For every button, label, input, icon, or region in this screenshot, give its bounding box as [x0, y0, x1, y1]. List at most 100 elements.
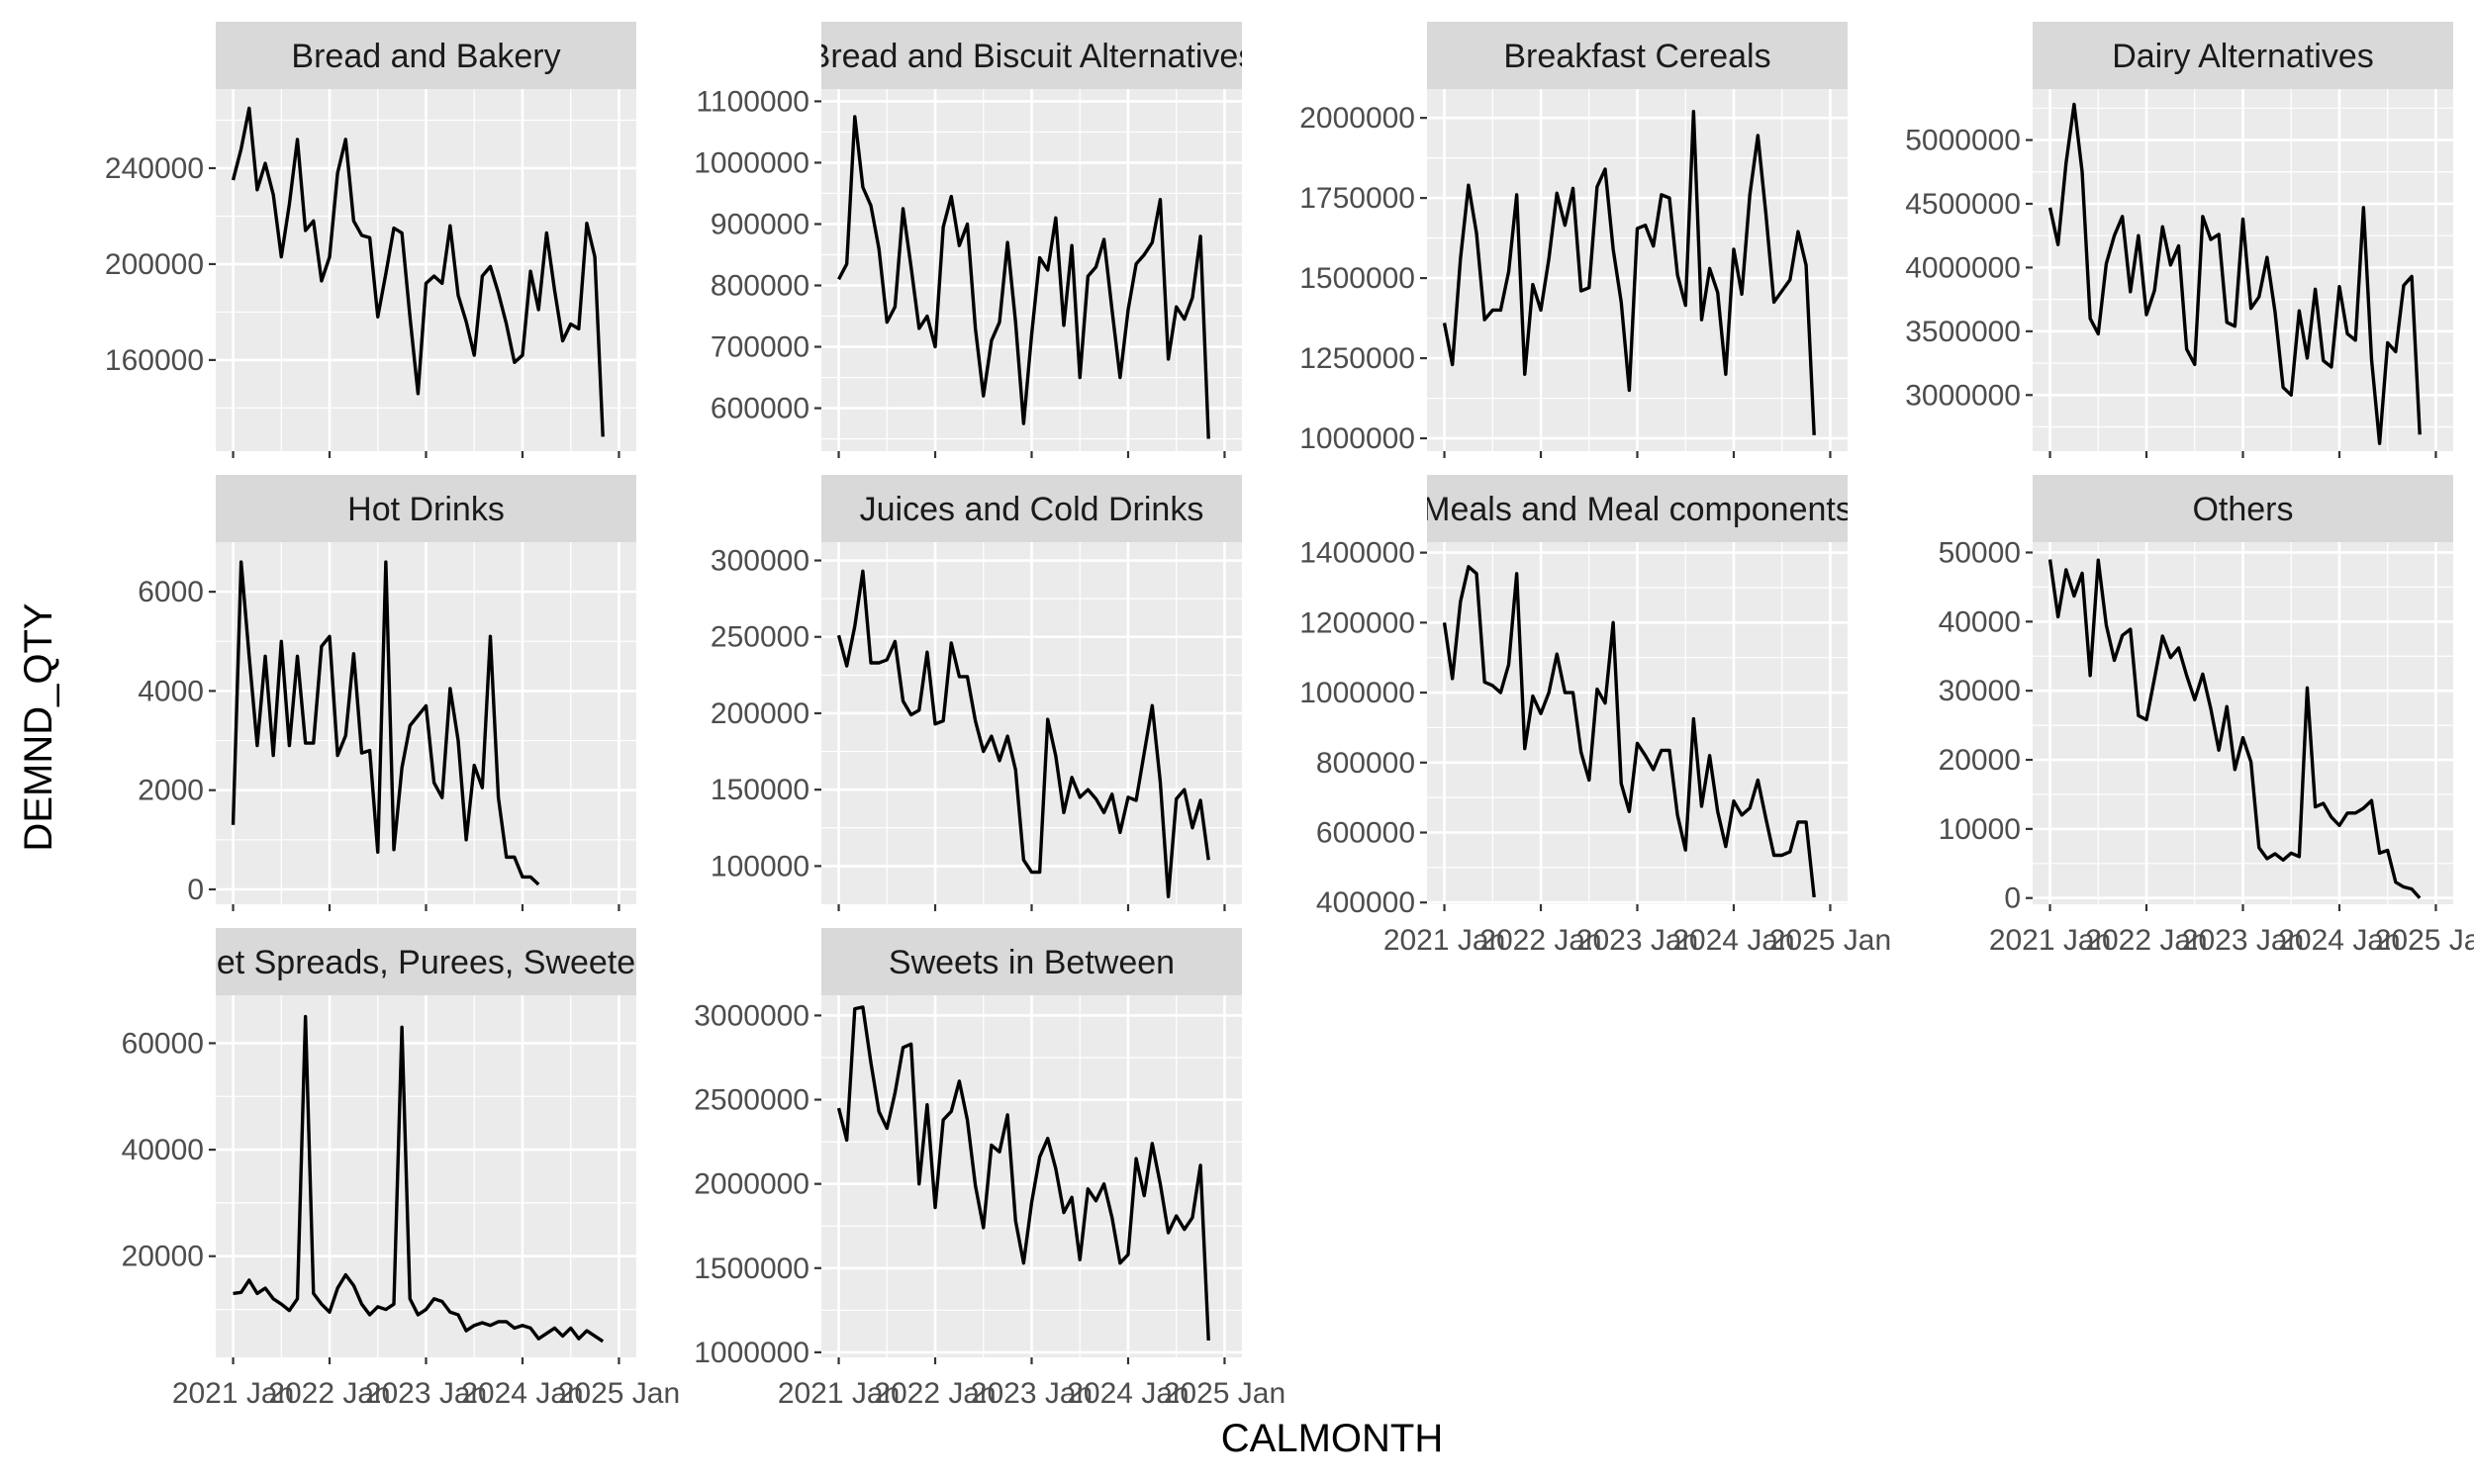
- y-tick-label: 40000: [122, 1134, 204, 1166]
- series-line: [231, 106, 605, 437]
- y-tick-label: 5000000: [1905, 125, 2021, 157]
- facet-strip: [2033, 22, 2453, 89]
- facet-strip: [821, 928, 1242, 995]
- facet-strip: [2033, 475, 2453, 542]
- x-tick-label: 2024 Jan: [461, 1377, 583, 1410]
- panel-meals-and-meal-components: Meals and Meal components 400000 600000 800…: [1299, 475, 1891, 957]
- panel-bread-and-biscuit-alternatives: Bread and Biscuit Alternatives 600000 7000…: [694, 22, 1242, 458]
- y-tick-label: 1100000: [696, 85, 809, 118]
- y-tick-label: 1000000: [694, 1337, 809, 1369]
- y-tick-label: 250000: [711, 621, 809, 654]
- y-tick-label: 20000: [1939, 744, 2021, 777]
- x-tick-label: 2022 Jan: [268, 1377, 390, 1410]
- x-axis-title: CALMONTH: [1221, 1417, 1443, 1460]
- facet-title: Others: [2192, 491, 2293, 528]
- series-line: [231, 560, 540, 886]
- y-tick-label: 2000000: [694, 1168, 809, 1201]
- x-tick-label: 2021 Jan: [1989, 924, 2111, 957]
- facet-title: Bread and Bakery: [291, 38, 560, 75]
- facet-title: Meals and Meal components: [1422, 491, 1853, 528]
- panel-breakfast-cereals: Breakfast Cereals 1000000 1250000 1500000 17…: [1299, 22, 1848, 458]
- panel-sweet-spreads-purees-sweeteners: Sweet Spreads, Purees, Sweeteners 20000 40…: [122, 928, 702, 1410]
- panel-juices-and-cold-drinks: Juices and Cold Drinks 100000 150000 200000…: [711, 475, 1242, 911]
- y-tick-label: 3000000: [1905, 379, 2021, 412]
- x-tick-label: 2021 Jan: [172, 1377, 294, 1410]
- y-tick-label: 1250000: [1299, 342, 1415, 375]
- y-tick-label: 400000: [1316, 886, 1415, 919]
- y-tick-label: 2000: [138, 775, 204, 807]
- series-line: [837, 115, 1210, 439]
- y-tick-label: 150000: [711, 774, 809, 806]
- facet-title: Dairy Alternatives: [2112, 38, 2374, 75]
- y-tick-label: 1000000: [1299, 422, 1415, 455]
- facet-strip: [821, 22, 1242, 89]
- y-tick-label: 50000: [1939, 536, 2021, 569]
- x-tick-label: 2021 Jan: [778, 1377, 900, 1410]
- x-tick-label: 2024 Jan: [1672, 924, 1794, 957]
- panel-hot-drinks: Hot Drinks 0 2000 4000 6000: [138, 475, 636, 911]
- x-tick-label: 2022 Jan: [2085, 924, 2207, 957]
- panel-dairy-alternatives: Dairy Alternatives 3000000 3500000 4000000 4…: [1905, 22, 2453, 458]
- y-tick-label: 1400000: [1299, 537, 1415, 570]
- x-tick-label: 2025 Jan: [2375, 924, 2474, 957]
- facet-strip: [821, 475, 1242, 542]
- y-tick-label: 4000: [138, 675, 204, 707]
- facet-strip: [216, 22, 636, 89]
- facet-strip: [1427, 475, 1848, 542]
- panel-sweets-in-between: Sweets in Between 1000000 1500000 2000000 25…: [694, 928, 1285, 1410]
- y-tick-label: 1000000: [1299, 677, 1415, 709]
- y-tick-label: 2500000: [694, 1084, 809, 1117]
- facet-title: Hot Drinks: [347, 491, 505, 528]
- y-tick-label: 800000: [1316, 747, 1415, 780]
- y-tick-label: 160000: [105, 344, 204, 377]
- series-line: [1442, 109, 1816, 435]
- facet-title: Juices and Cold Drinks: [860, 491, 1204, 528]
- facet-title: Breakfast Cereals: [1503, 38, 1770, 75]
- y-tick-label: 200000: [711, 697, 809, 730]
- y-tick-label: 4500000: [1905, 188, 2021, 221]
- y-tick-label: 0: [2004, 882, 2021, 915]
- y-axis-title: DEMND_QTY: [17, 603, 60, 851]
- y-tick-label: 1500000: [694, 1252, 809, 1285]
- y-tick-label: 1000000: [694, 146, 809, 179]
- x-tick-label: 2025 Jan: [1164, 1377, 1285, 1410]
- y-tick-label: 100000: [711, 850, 809, 882]
- x-tick-label: 2023 Jan: [365, 1377, 487, 1410]
- y-tick-label: 10000: [1939, 813, 2021, 846]
- y-tick-label: 6000: [138, 576, 204, 608]
- y-tick-label: 240000: [105, 152, 204, 185]
- y-tick-label: 700000: [711, 331, 809, 364]
- y-tick-label: 200000: [105, 248, 204, 281]
- y-tick-label: 800000: [711, 270, 809, 303]
- facet-strip: [216, 475, 636, 542]
- x-tick-label: 2021 Jan: [1383, 924, 1505, 957]
- panel-others: Others 0 10000 20000 30000 40000 50000 2021 Jan…: [1939, 475, 2474, 957]
- x-tick-label: 2024 Jan: [2278, 924, 2400, 957]
- y-tick-label: 3000000: [694, 999, 809, 1032]
- y-tick-label: 1750000: [1299, 182, 1415, 215]
- y-tick-label: 600000: [711, 393, 809, 425]
- facet-title: Sweets in Between: [889, 944, 1175, 981]
- y-tick-label: 1200000: [1299, 606, 1415, 639]
- y-tick-label: 4000000: [1905, 251, 2021, 284]
- x-tick-label: 2023 Jan: [971, 1377, 1093, 1410]
- series-line: [233, 1014, 605, 1344]
- x-tick-label: 2023 Jan: [1576, 924, 1698, 957]
- x-tick-label: 2025 Jan: [558, 1377, 680, 1410]
- y-tick-label: 20000: [122, 1241, 204, 1273]
- x-tick-label: 2025 Jan: [1769, 924, 1891, 957]
- y-tick-label: 60000: [122, 1027, 204, 1060]
- y-tick-label: 3500000: [1905, 316, 2021, 348]
- series-line: [836, 569, 1210, 898]
- x-tick-label: 2022 Jan: [1479, 924, 1601, 957]
- x-tick-label: 2022 Jan: [874, 1377, 996, 1410]
- series-line: [2047, 558, 2422, 899]
- panel-bread-and-bakery: Bread and Bakery 160000 200000 240000: [105, 22, 636, 458]
- y-tick-label: 300000: [711, 545, 809, 578]
- series-line: [836, 1005, 1210, 1342]
- series-line: [2047, 102, 2422, 445]
- x-tick-label: 2024 Jan: [1067, 1377, 1189, 1410]
- facet-title: Sweet Spreads, Purees, Sweeteners: [151, 944, 702, 981]
- facet-strip: [1427, 22, 1848, 89]
- y-tick-label: 40000: [1939, 605, 2021, 638]
